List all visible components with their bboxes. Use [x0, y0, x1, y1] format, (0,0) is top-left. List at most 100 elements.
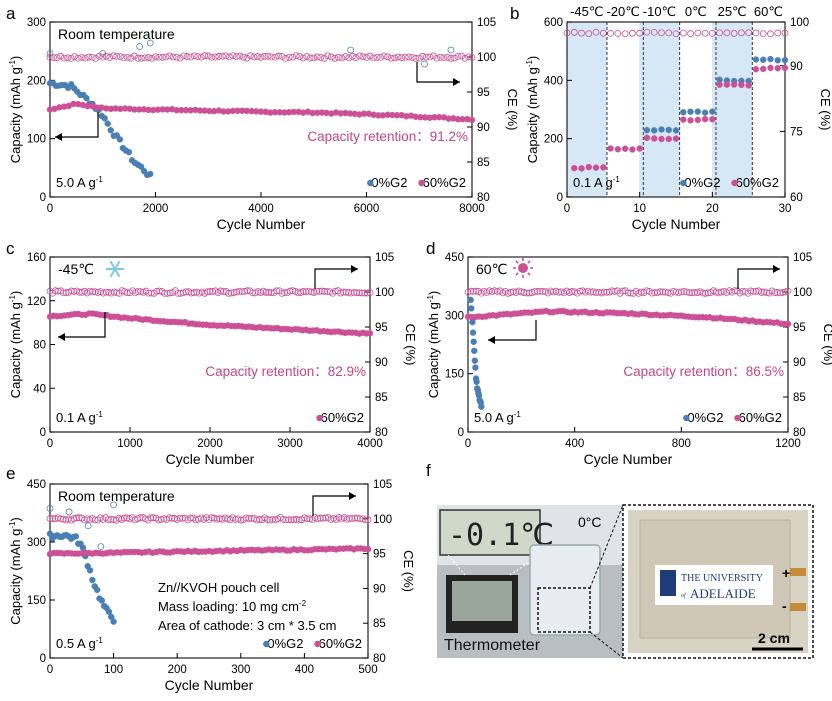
shade-band	[639, 22, 680, 197]
ce-point	[303, 53, 311, 60]
ce-point	[373, 54, 381, 61]
scale-label: 2 cm	[758, 630, 790, 646]
ce-point	[637, 288, 645, 296]
ce-point	[88, 53, 96, 61]
thermometer-screen	[452, 581, 512, 621]
ce-point	[209, 288, 217, 295]
data-point	[651, 135, 658, 142]
right-arrow-head	[349, 492, 356, 500]
ce-point	[73, 514, 80, 522]
ce-point	[94, 289, 102, 296]
data-point	[745, 82, 752, 89]
data-point	[709, 116, 716, 123]
ce-point	[282, 54, 290, 62]
x-tick-label: 10	[633, 203, 646, 215]
y-tick-label: 0	[458, 427, 464, 439]
ce-point	[285, 53, 293, 61]
x-tick-label: 2000	[197, 438, 223, 450]
legend-label: 0%G2	[684, 175, 720, 190]
ce-point	[447, 46, 455, 54]
data-point	[658, 135, 665, 143]
ce-point	[279, 515, 287, 523]
superscript: -1	[525, 60, 534, 68]
ce-point	[89, 288, 97, 296]
ce-point	[49, 515, 57, 523]
y-axis-label: Capacity (mAh g-1)	[8, 291, 23, 399]
ce-point	[157, 516, 165, 523]
data-point	[471, 357, 479, 364]
y-axis-label: Capacity (mAh g-1)	[426, 291, 441, 399]
ce-point	[59, 515, 67, 523]
ce-point	[116, 53, 124, 61]
ce-point	[310, 54, 318, 62]
ce-point	[422, 53, 430, 61]
superscript: -2	[299, 599, 307, 608]
yr-tick-label: 85	[375, 392, 388, 404]
panel-a: a 0 2000 4000 6000 8000 0 100 200 300 80 85 90 95 100 1…	[6, 4, 520, 232]
ce-point	[120, 514, 128, 522]
ce-point	[699, 289, 707, 297]
ce-point	[105, 288, 113, 296]
ce-point	[377, 53, 384, 61]
legend-marker	[734, 414, 741, 422]
yr-tick-label: 100	[477, 52, 496, 64]
ce-point	[261, 52, 268, 60]
data-point	[672, 135, 680, 142]
data-point	[471, 347, 478, 355]
x-tick-label: 20	[706, 203, 719, 215]
ce-point	[345, 54, 353, 62]
superscript: -1	[8, 60, 17, 68]
uni-of: of	[681, 592, 687, 599]
ce-point	[691, 288, 699, 296]
right-arrow	[416, 62, 460, 83]
y-axis-label: Capacity (mAh g-1)	[8, 517, 23, 625]
ce-point	[104, 516, 112, 524]
x-tick-label: 2000	[143, 203, 169, 215]
ce-point	[533, 288, 541, 295]
legend-marker	[680, 179, 687, 187]
ce-point	[303, 515, 311, 523]
legend-label: 0%G2	[687, 410, 723, 425]
ce-point	[349, 52, 356, 60]
ce-point	[146, 39, 154, 47]
ce-point	[331, 54, 339, 62]
y-tick-label: 300	[445, 310, 464, 322]
data-point	[665, 126, 672, 134]
data-point	[600, 164, 607, 171]
ce-point	[467, 287, 475, 295]
ce-point	[227, 289, 235, 297]
ce-point	[241, 287, 249, 295]
data-point	[364, 545, 372, 553]
data-point	[774, 65, 781, 72]
ce-point	[664, 289, 672, 297]
y-tick-label: 0	[40, 192, 46, 204]
sun-ray	[527, 260, 531, 264]
ce-point	[287, 516, 295, 524]
y-tick-label: 0	[40, 653, 46, 665]
data-point	[767, 55, 774, 63]
rate-label: 5.0 A g-1	[474, 410, 521, 425]
yr-tick-label: 95	[375, 322, 388, 334]
y-tick-label: 200	[544, 134, 563, 146]
superscript: -1	[8, 295, 17, 303]
ce-point	[134, 54, 142, 62]
yr-tick-label: 100	[373, 514, 392, 526]
yr-tick-label: 90	[793, 357, 806, 369]
ce-point	[759, 30, 767, 38]
ce-point	[159, 53, 166, 61]
ce-point	[361, 516, 369, 524]
ce-point	[67, 287, 75, 295]
data-point	[578, 165, 585, 172]
ce-point	[636, 29, 644, 37]
ce-point	[225, 289, 233, 297]
data-point	[687, 108, 694, 115]
yr-tick-label: 105	[375, 252, 394, 264]
ce-point	[771, 289, 779, 297]
data-point	[760, 56, 767, 63]
yr-tick-label: 105	[477, 17, 496, 29]
data-point	[469, 329, 477, 336]
data-point	[781, 56, 789, 64]
panel-b: b -45℃ -20℃ -10℃ 0℃ 25℃ 60℃ 0 10 20 30 0 200 400 600 60…	[510, 4, 832, 232]
data-point	[784, 320, 792, 328]
